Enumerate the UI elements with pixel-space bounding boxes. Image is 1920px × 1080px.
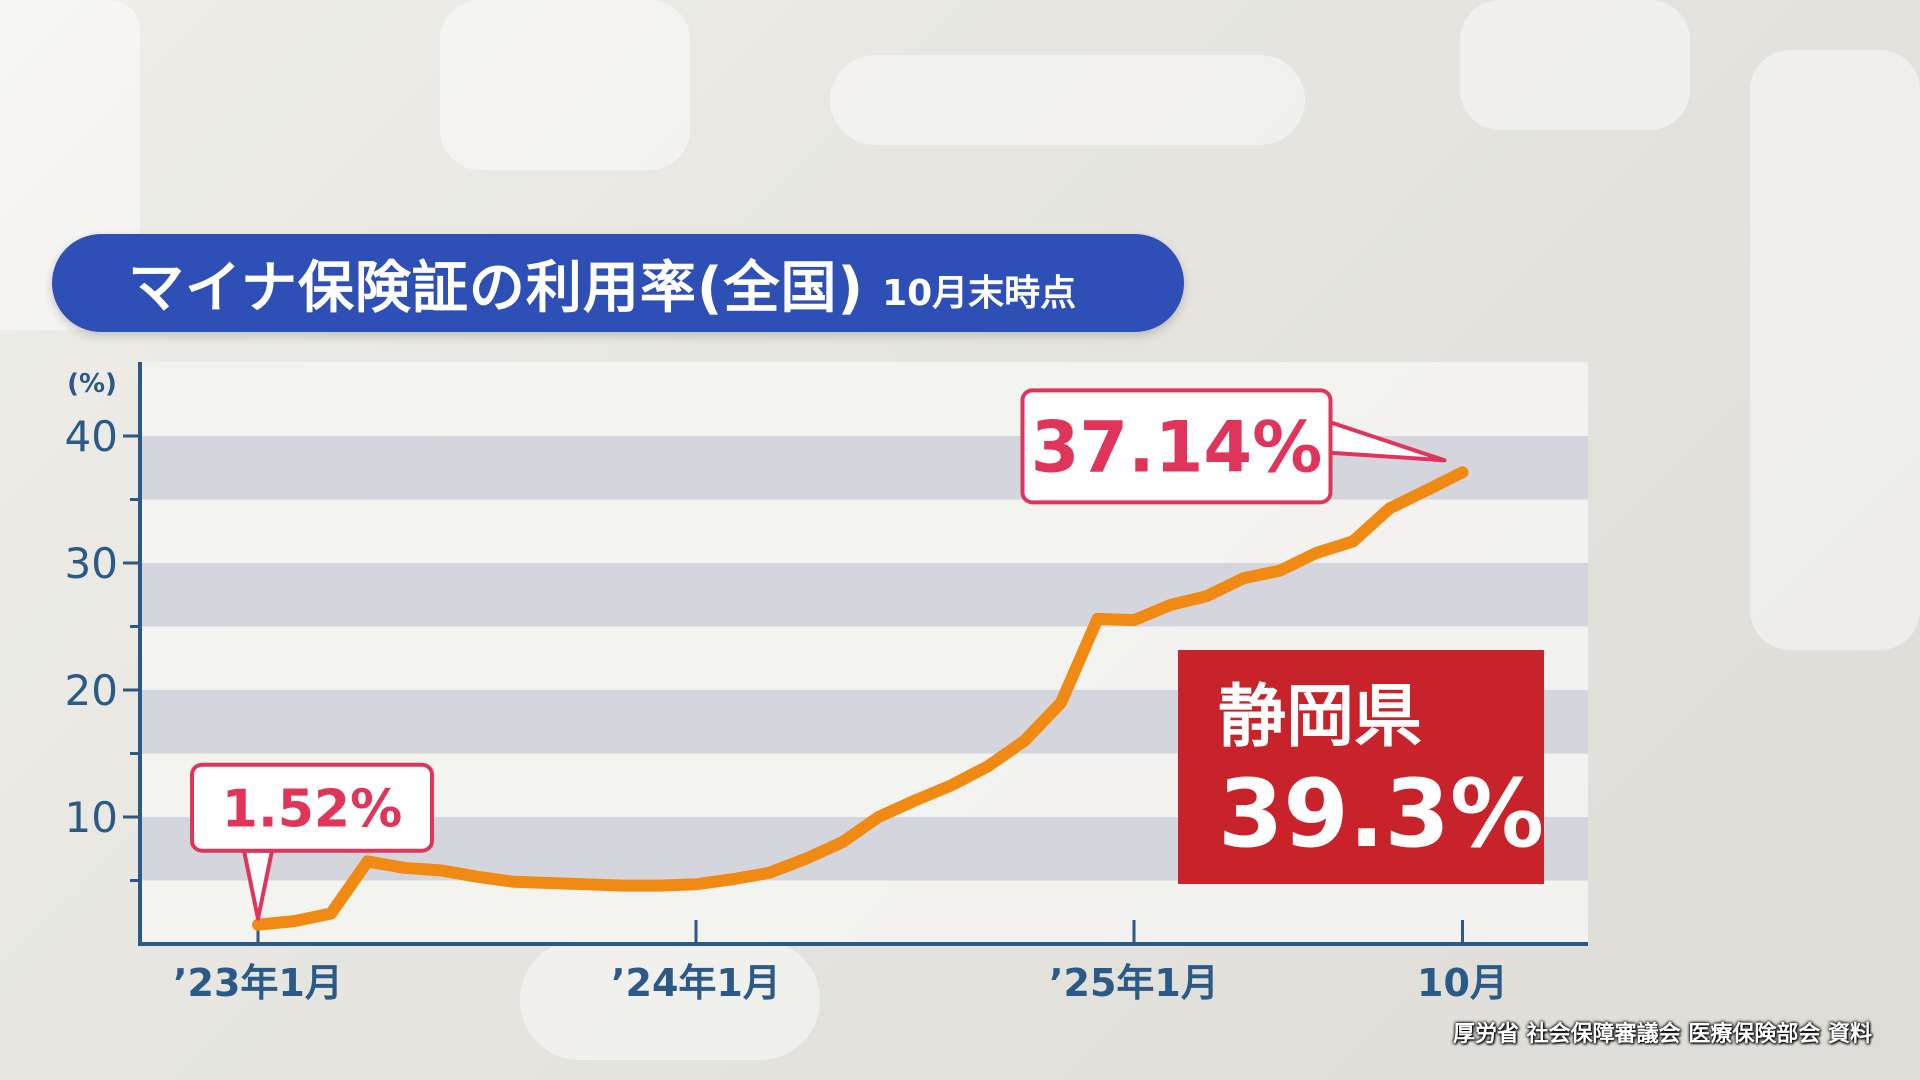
background-shape xyxy=(1750,50,1920,650)
chart-subtitle: 10月末時点 xyxy=(882,273,1077,314)
background-shape xyxy=(830,55,1305,145)
highlight-box: 静岡県 39.3% xyxy=(1178,650,1544,884)
y-tick-label: 10 xyxy=(65,793,118,842)
callout-label: 1.52% xyxy=(222,779,402,839)
highlight-value: 39.3% xyxy=(1218,760,1544,869)
series-line xyxy=(252,466,1469,931)
x-tick-label: ’24年1月 xyxy=(611,961,781,1005)
y-tick-label: 20 xyxy=(65,666,118,715)
source-credit: 厚労省 社会保障審議会 医療保険部会 資料 xyxy=(1453,1022,1872,1047)
grid-band xyxy=(140,563,1588,627)
callout-label: 37.14% xyxy=(1031,407,1323,489)
background-shape xyxy=(440,0,690,170)
highlight-region: 静岡県 xyxy=(1218,678,1422,757)
y-tick-label: 30 xyxy=(65,539,118,588)
y-unit-label: (%) xyxy=(67,369,117,399)
value-callout: 37.14% xyxy=(1020,388,1447,505)
background-shape xyxy=(520,940,820,1060)
title-banner: マイナ保険証の利用率(全国) 10月末時点 xyxy=(52,234,1184,332)
background-shape xyxy=(1460,0,1690,130)
y-tick-label: 40 xyxy=(65,412,118,461)
x-tick-label: ’25年1月 xyxy=(1049,961,1219,1005)
x-tick-label: ’23年1月 xyxy=(173,961,343,1005)
value-callout: 1.52% xyxy=(190,762,434,921)
chart-title: マイナ保険証の利用率(全国) xyxy=(128,255,865,321)
x-tick-label: 10月 xyxy=(1417,961,1508,1005)
